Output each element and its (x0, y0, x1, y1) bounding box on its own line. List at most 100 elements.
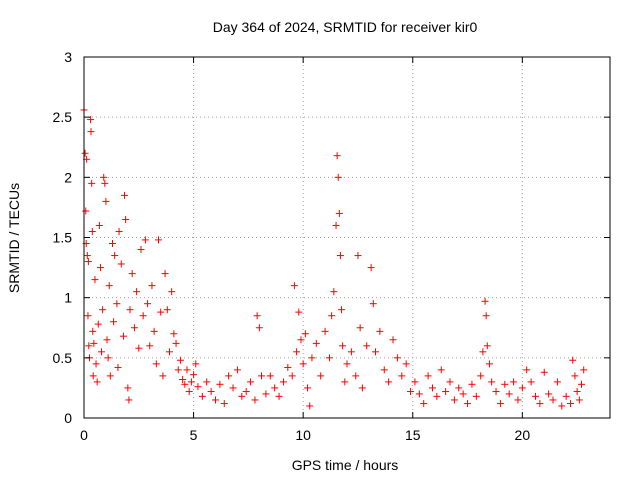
data-point (347, 348, 355, 356)
data-point (299, 360, 307, 368)
data-point (87, 116, 95, 124)
data-point (553, 378, 561, 386)
data-point (174, 366, 182, 374)
data-point (295, 308, 303, 316)
y-tick-label: 1.5 (53, 230, 73, 246)
data-point (258, 372, 266, 380)
data-point (571, 372, 579, 380)
data-point (336, 252, 344, 260)
data-point (92, 360, 100, 368)
data-point (398, 372, 406, 380)
data-point (514, 396, 522, 404)
data-point (100, 173, 108, 181)
data-point (275, 392, 283, 400)
data-point (505, 390, 513, 398)
data-point (558, 402, 566, 410)
data-point (172, 339, 180, 347)
data-point (492, 388, 500, 396)
data-point (341, 378, 349, 386)
data-point (306, 402, 314, 410)
data-point (304, 384, 312, 392)
y-axis-label: SRMTID / TECUs (6, 183, 22, 293)
data-point (242, 388, 250, 396)
data-point (238, 392, 246, 400)
data-point (88, 227, 96, 235)
data-point (358, 384, 366, 392)
data-point (312, 339, 320, 347)
data-point (527, 378, 535, 386)
data-point (380, 366, 388, 374)
data-point (481, 297, 489, 305)
data-point (293, 348, 301, 356)
data-point (113, 300, 121, 308)
data-point (549, 396, 557, 404)
data-point (354, 252, 362, 260)
data-point (393, 354, 401, 362)
data-point (496, 400, 504, 408)
x-tick-label: 0 (80, 427, 88, 443)
data-point (328, 312, 336, 320)
data-point (389, 336, 397, 344)
data-point (152, 360, 160, 368)
data-point (85, 342, 93, 350)
axis-ticks: 0 5 10 15 20 0 0.5 1 1.5 2 2.5 3 (53, 49, 610, 443)
data-point (82, 207, 90, 215)
data-point (190, 371, 198, 379)
data-point (148, 282, 156, 290)
data-point (464, 400, 472, 408)
data-point (96, 264, 104, 272)
data-point (220, 400, 228, 408)
data-point (266, 372, 274, 380)
data-point (122, 215, 130, 223)
data-point (124, 384, 132, 392)
x-tick-label: 5 (190, 427, 198, 443)
data-point (376, 327, 384, 335)
data-point (163, 306, 171, 314)
x-tick-label: 15 (405, 427, 421, 443)
data-point (187, 378, 195, 386)
data-point (105, 282, 113, 290)
data-point (339, 342, 347, 350)
data-point (91, 276, 99, 284)
data-point (428, 384, 436, 392)
data-point (111, 252, 119, 260)
data-point (225, 372, 233, 380)
data-point (369, 300, 377, 308)
data-point (459, 390, 467, 398)
data-point (106, 372, 114, 380)
data-point (442, 388, 450, 396)
data-point (411, 378, 419, 386)
data-point (485, 360, 493, 368)
data-point (356, 324, 364, 332)
data-point (192, 360, 200, 368)
data-point (121, 191, 129, 199)
data-point (420, 400, 428, 408)
data-point (334, 173, 342, 181)
data-point (562, 392, 570, 400)
data-point (415, 390, 423, 398)
data-point (110, 318, 118, 326)
data-point (468, 380, 476, 388)
data-point (255, 324, 263, 332)
data-point (157, 308, 165, 316)
data-point (297, 336, 305, 344)
data-point (567, 400, 575, 408)
data-point (137, 246, 145, 254)
data-point (83, 252, 91, 260)
data-point (101, 179, 109, 187)
data-point (407, 388, 415, 396)
data-point (450, 396, 458, 404)
data-point (108, 240, 116, 248)
data-point (103, 336, 111, 344)
data-point (437, 366, 445, 374)
data-point (575, 396, 583, 404)
data-point (578, 380, 586, 388)
data-point (181, 380, 189, 388)
data-point (477, 372, 485, 380)
data-point (536, 400, 544, 408)
data-point (343, 360, 351, 368)
data-point (144, 300, 152, 308)
data-point (216, 380, 224, 388)
data-point (130, 324, 138, 332)
